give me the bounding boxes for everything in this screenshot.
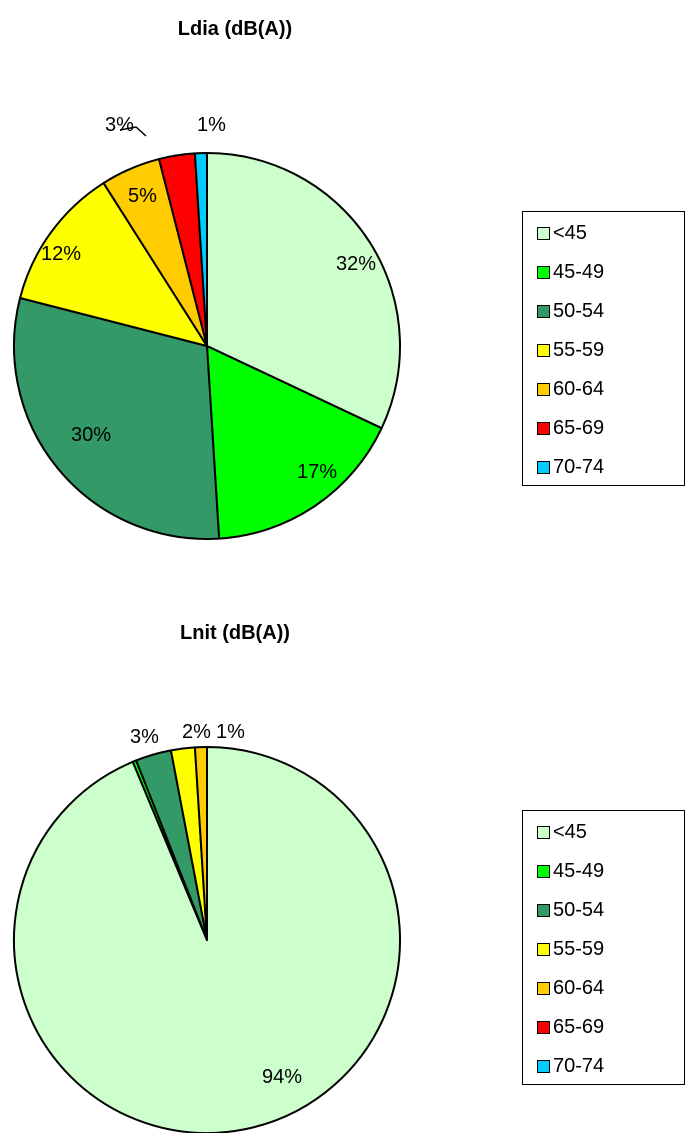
- legend-item: 60-64: [537, 976, 604, 1000]
- pie-slice-70-74: [193, 151, 208, 347]
- legend-item: 60-64: [537, 377, 604, 401]
- pie-slice-55-59: [19, 182, 208, 347]
- legend-label: <45: [553, 221, 587, 244]
- leader-line: [119, 126, 147, 137]
- legend-label: 65-69: [553, 416, 605, 439]
- legend-label: 60-64: [553, 377, 605, 400]
- legend-label: <45: [553, 820, 587, 843]
- legend-item: 45-49: [537, 859, 604, 883]
- legend-swatch: [537, 460, 550, 474]
- legend-label: 70-74: [553, 455, 605, 478]
- legend-swatch: [537, 382, 550, 396]
- legend-swatch: [537, 343, 550, 357]
- slice-label: 12%: [41, 243, 81, 265]
- legend-swatch: [537, 226, 550, 240]
- legend-label: 55-59: [553, 338, 605, 361]
- legend-swatch: [537, 421, 550, 435]
- chart-ldia: Ldia (dB(A)) 32% 17% 30% 12% 5% 3% 1% <45 45-49…: [0, 0, 685, 566]
- legend-swatch: [537, 825, 550, 839]
- legend-item: 45-49: [537, 260, 604, 284]
- legend-label: 45-49: [553, 859, 605, 882]
- legend-item: 55-59: [537, 937, 604, 961]
- chart-title: Ldia (dB(A)): [177, 18, 293, 40]
- legend-item: 65-69: [537, 416, 604, 440]
- slice-label: 3%: [105, 114, 134, 136]
- legend-swatch: [537, 942, 550, 956]
- legend-swatch: [537, 1020, 550, 1034]
- pie-slice-45-49: [206, 345, 383, 540]
- legend-swatch: [537, 304, 550, 318]
- legend-item: 50-54: [537, 299, 604, 323]
- slice-label: 32%: [336, 253, 376, 275]
- legend-swatch: [537, 981, 550, 995]
- slice-label: 5%: [128, 185, 157, 207]
- legend-item: <45: [537, 221, 587, 245]
- legend-label: 50-54: [553, 898, 605, 921]
- slice-label: 1%: [216, 721, 245, 743]
- legend-item: 65-69: [537, 1015, 604, 1039]
- slice-label: 1%: [197, 114, 226, 136]
- slice-label: 2%: [182, 721, 211, 743]
- slice-label: 94%: [262, 1066, 302, 1088]
- legend-swatch: [537, 903, 550, 917]
- legend-swatch: [537, 864, 550, 878]
- pie-slice-lt45: [206, 152, 401, 430]
- slice-label: 3%: [130, 726, 159, 748]
- legend-swatch: [537, 1059, 550, 1073]
- legend: <45 45-49 50-54 55-59 60-64 65-69 70-74: [522, 810, 685, 1085]
- legend-label: 55-59: [553, 937, 605, 960]
- legend-label: 50-54: [553, 299, 605, 322]
- legend: <45 45-49 50-54 55-59 60-64 65-69 70-74: [522, 211, 685, 486]
- chart-lnit: Lnit (dB(A)) 94% 3% 2% 1% <45 45-49 50-54 55-5…: [0, 566, 685, 1133]
- legend-item: 70-74: [537, 455, 604, 479]
- legend-item: 55-59: [537, 338, 604, 362]
- legend-item: 70-74: [537, 1054, 604, 1078]
- pie-slice-60-64: [193, 746, 208, 941]
- legend-label: 45-49: [553, 260, 605, 283]
- legend-item: 50-54: [537, 898, 604, 922]
- pie-chart: 32% 17% 30% 12% 5% 3% 1%: [13, 114, 401, 540]
- legend-label: 60-64: [553, 976, 605, 999]
- slice-label: 30%: [71, 424, 111, 446]
- pie-slice-50-54: [13, 297, 221, 540]
- legend-item: <45: [537, 820, 587, 844]
- legend-label: 65-69: [553, 1015, 605, 1038]
- legend-swatch: [537, 265, 550, 279]
- pie-chart: 94% 3% 2% 1%: [13, 721, 401, 1133]
- legend-label: 70-74: [553, 1054, 605, 1077]
- chart-title: Lnit (dB(A)): [180, 622, 290, 644]
- slice-label: 17%: [297, 461, 337, 483]
